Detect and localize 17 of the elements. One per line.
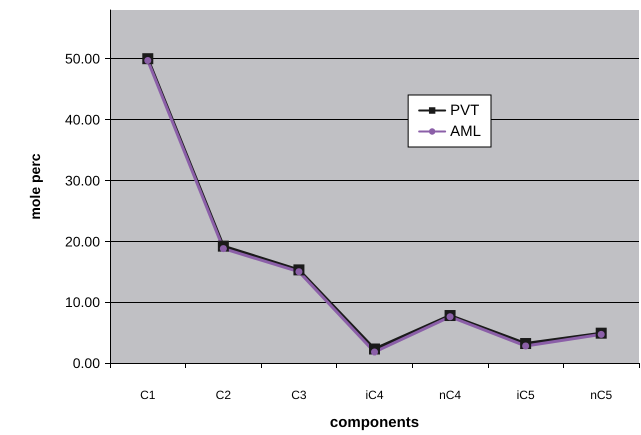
x-tick-label: iC4 [365,388,384,402]
x-tick-label: C2 [216,388,232,402]
y-tick-label: 0.00 [72,355,100,371]
y-tick-label: 20.00 [64,233,100,250]
x-axis-title: components [330,414,420,431]
x-tick-label: C3 [291,388,307,402]
y-tick-label: 10.00 [64,294,100,310]
legend-label: PVT [450,102,480,119]
y-tick-label: 50.00 [64,50,100,67]
x-tick-label: nC5 [590,388,613,402]
x-tick-label: nC4 [439,388,462,402]
x-tick-label: C1 [140,388,156,402]
y-tick-label: 40.00 [64,112,100,128]
x-tick-label: iC5 [516,388,535,402]
y-tick-label: 30.00 [64,172,100,188]
y-axis-title: mole perc [27,153,43,220]
legend-label: AML [450,123,481,140]
